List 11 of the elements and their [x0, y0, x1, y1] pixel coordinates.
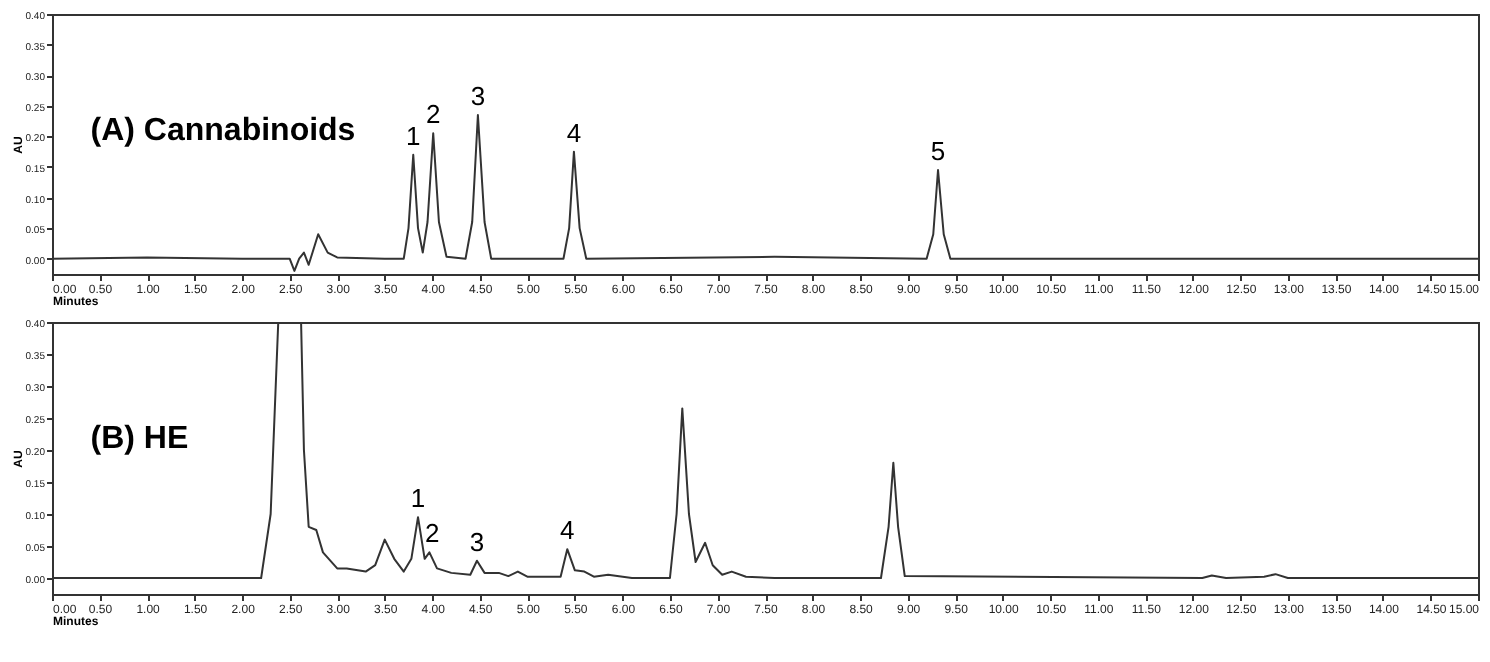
annotation: 1: [410, 483, 426, 514]
annotation: 1: [406, 120, 421, 151]
text: (A) Cannabinoids: [90, 114, 356, 148]
annotation: 4: [560, 515, 575, 546]
text: (B) HE: [90, 422, 189, 456]
annotation: 4: [566, 117, 582, 148]
annotation: 5: [930, 136, 946, 166]
annotation: 3: [470, 80, 486, 111]
annotation: 2: [425, 518, 440, 549]
annotation: 3: [469, 526, 485, 557]
annotation: 2: [425, 99, 441, 130]
